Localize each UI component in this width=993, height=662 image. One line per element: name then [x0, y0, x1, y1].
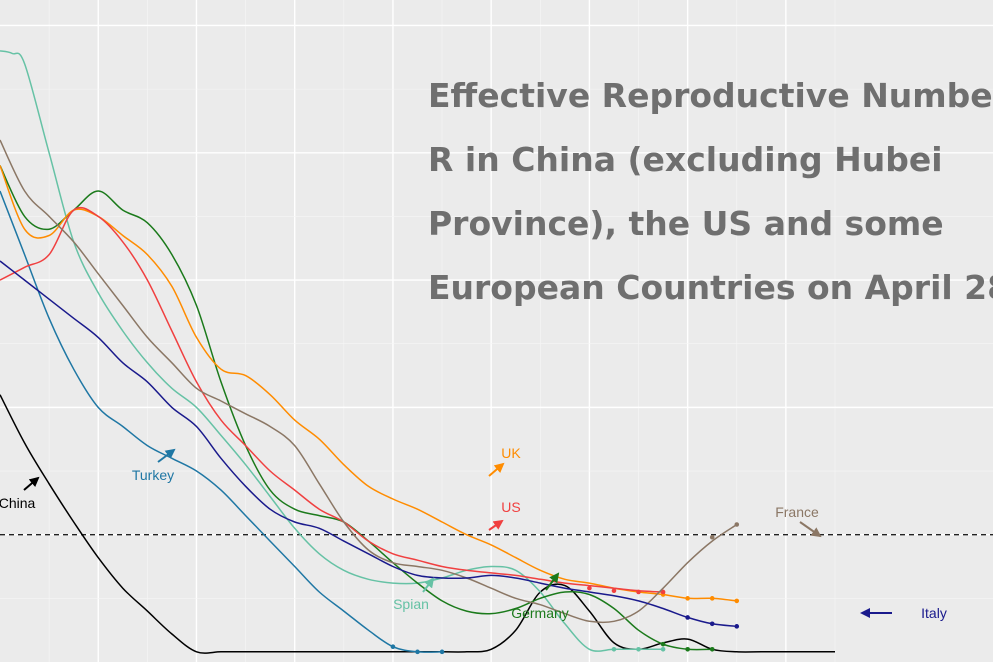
data-point-turkey	[415, 649, 420, 655]
data-point-spian	[636, 646, 641, 652]
label-arrow-turkey	[157, 448, 176, 463]
data-point-spian	[611, 646, 617, 652]
data-point-spian	[660, 646, 666, 652]
series-label-italy: Italy	[921, 605, 947, 621]
data-point-uk	[685, 596, 690, 601]
series-line-china	[0, 394, 835, 654]
data-point-germany	[660, 641, 666, 647]
series-line-spian	[0, 50, 664, 652]
series-label-turkey: Turkey	[132, 467, 174, 483]
data-point-uk	[734, 598, 740, 604]
label-arrow-china	[23, 476, 40, 491]
series-label-spian: Spian	[393, 596, 429, 612]
data-point-turkey	[390, 644, 396, 650]
data-point-uk	[709, 596, 715, 601]
series-line-france	[0, 139, 738, 624]
data-point-france	[709, 534, 715, 540]
series-label-china: China	[0, 495, 35, 511]
data-point-turkey	[439, 649, 445, 655]
series-label-france: France	[775, 504, 819, 520]
chart-title-line: R in China (excluding Hubei	[428, 140, 943, 179]
data-point-germany	[709, 646, 715, 652]
data-point-italy	[709, 621, 715, 627]
data-point-us	[660, 589, 666, 595]
series-label-germany: Germany	[511, 605, 569, 621]
series-label-uk: UK	[501, 445, 521, 461]
data-point-us	[611, 588, 617, 594]
data-point-italy	[685, 615, 690, 620]
chart-title-line: Province), the US and some	[428, 204, 944, 243]
label-arrow-spian	[422, 577, 435, 593]
data-point-us	[636, 589, 641, 595]
series-line-turkey	[0, 190, 443, 653]
series-line-italy	[0, 260, 737, 628]
data-point-us	[587, 585, 592, 591]
data-point-italy	[734, 624, 740, 629]
chart-title-line: Effective Reproductive Number	[428, 76, 993, 115]
series-label-us: US	[501, 499, 520, 515]
data-point-france	[734, 522, 740, 527]
label-arrow-germany	[545, 572, 560, 591]
label-arrow-france	[799, 521, 822, 538]
label-arrow-uk	[488, 462, 505, 477]
label-arrow-us	[488, 519, 504, 531]
data-point-germany	[685, 646, 690, 652]
chart-title: Effective Reproductive Number R in China…	[428, 64, 993, 320]
chart-title-line: European Countries on April 28	[428, 268, 993, 307]
